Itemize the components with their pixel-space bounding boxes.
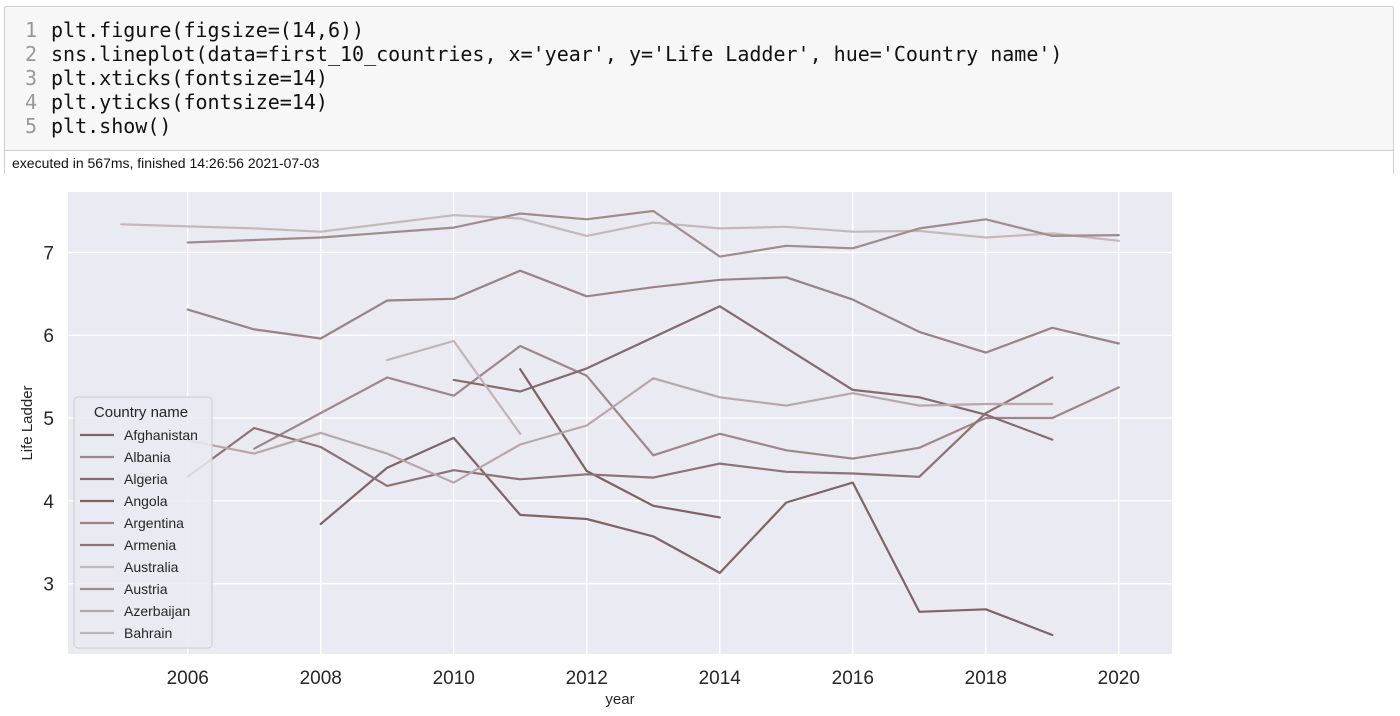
x-tick-label: 2010 xyxy=(433,668,475,689)
legend-title: Country name xyxy=(94,404,188,421)
code-line: 1 plt.figure(figsize=(14,6)) xyxy=(5,18,1393,42)
y-tick-label: 7 xyxy=(43,243,54,264)
legend-entry: Algeria xyxy=(124,471,168,487)
x-tick-label: 2014 xyxy=(699,668,742,689)
legend-entry: Armenia xyxy=(124,537,176,553)
y-tick-label: 6 xyxy=(43,326,54,347)
line-number: 2 xyxy=(24,42,37,66)
series-line-afghanistan xyxy=(319,436,1054,637)
plot-area xyxy=(68,192,1172,654)
legend-box xyxy=(73,396,213,649)
legend-entry: Argentina xyxy=(124,515,184,531)
code-line: 4 plt.yticks(fontsize=14) xyxy=(5,90,1393,114)
legend-entry: Australia xyxy=(124,559,179,575)
series-line-azerbaijan xyxy=(186,377,1054,484)
line-number: 4 xyxy=(24,90,37,114)
code-text[interactable]: sns.lineplot(data=first_10_countries, x=… xyxy=(51,42,1063,66)
y-tick-label: 3 xyxy=(43,575,54,596)
legend-entry: Austria xyxy=(124,581,168,597)
x-tick-label: 2020 xyxy=(1098,668,1140,689)
series-line-australia xyxy=(120,214,1120,242)
series-line-angola xyxy=(519,368,721,519)
line-chart: 2006 2008 2010 2012 2014 2016 2018 2020 3 4 5 6 7 yea… xyxy=(19,192,1172,708)
series-line-bahrain xyxy=(386,339,522,435)
series-line-austria xyxy=(186,209,1120,258)
code-text[interactable]: plt.xticks(fontsize=14) xyxy=(51,66,328,90)
legend-entry: Bahrain xyxy=(124,625,172,641)
execution-status: executed in 567ms, finished 14:26:56 202… xyxy=(5,150,1393,175)
legend-entry: Azerbaijan xyxy=(124,603,190,619)
code-editor[interactable]: 1 plt.figure(figsize=(14,6)) 2 sns.lineplo… xyxy=(5,7,1393,150)
code-cell[interactable]: 1 plt.figure(figsize=(14,6)) 2 sns.lineplo… xyxy=(4,6,1394,175)
code-line: 3 plt.xticks(fontsize=14) xyxy=(5,66,1393,90)
code-line: 5 plt.show() xyxy=(5,114,1393,138)
series-line-argentina xyxy=(186,269,1120,354)
x-tick-label: 2008 xyxy=(300,668,342,689)
legend-entry: Angola xyxy=(124,493,168,509)
y-axis-label: Life Ladder xyxy=(19,385,36,460)
line-number: 5 xyxy=(24,114,37,138)
line-number: 3 xyxy=(24,66,37,90)
series-line-albania xyxy=(253,344,1120,460)
x-tick-label: 2012 xyxy=(566,668,608,689)
code-text[interactable]: plt.yticks(fontsize=14) xyxy=(51,90,328,114)
x-tick-label: 2016 xyxy=(832,668,874,689)
line-number: 1 xyxy=(24,18,37,42)
code-text[interactable]: plt.show() xyxy=(51,114,172,138)
x-axis-label: year xyxy=(605,691,634,708)
code-line: 2 sns.lineplot(data=first_10_countries, x… xyxy=(5,42,1393,66)
legend-entry: Afghanistan xyxy=(124,427,198,443)
x-tick-label: 2018 xyxy=(965,668,1007,689)
series-line-armenia xyxy=(186,376,1054,487)
y-tick-label: 4 xyxy=(43,492,54,513)
code-text[interactable]: plt.figure(figsize=(14,6)) xyxy=(51,18,365,42)
legend-entry: Albania xyxy=(124,449,171,465)
y-tick-label: 5 xyxy=(43,409,54,430)
x-tick-label: 2006 xyxy=(167,668,209,689)
